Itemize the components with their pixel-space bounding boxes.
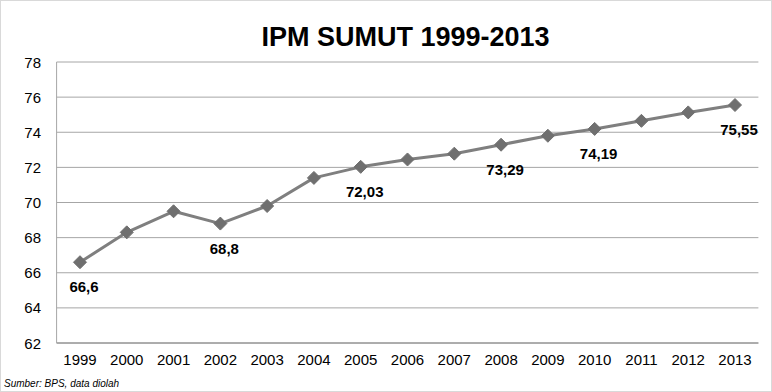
y-tick-label: 78 bbox=[24, 54, 41, 71]
grid-line bbox=[57, 132, 759, 133]
chart: IPM SUMUT 1999-2013 62 64 66 68 70 72 74 76 78 199… bbox=[0, 0, 772, 392]
marker bbox=[73, 256, 86, 269]
grid-line bbox=[57, 237, 759, 238]
marker bbox=[729, 99, 742, 112]
x-tick-label: 2007 bbox=[438, 351, 471, 368]
x-tick-label: 2008 bbox=[484, 351, 517, 368]
marker bbox=[635, 114, 648, 127]
grid-line bbox=[57, 343, 759, 344]
x-tick-label: 2010 bbox=[578, 351, 611, 368]
marker bbox=[354, 160, 367, 173]
y-tick-label: 74 bbox=[24, 124, 41, 141]
grid-line bbox=[57, 167, 759, 168]
data-label: 75,55 bbox=[720, 121, 758, 138]
marker bbox=[541, 129, 554, 142]
x-tick-label: 2012 bbox=[672, 351, 705, 368]
x-tick-label: 1999 bbox=[63, 351, 96, 368]
line bbox=[80, 105, 735, 262]
x-tick-label: 2013 bbox=[718, 351, 751, 368]
x-tick-label: 2005 bbox=[344, 351, 377, 368]
y-tick-label: 72 bbox=[24, 159, 41, 176]
grid-line bbox=[57, 202, 759, 203]
y-tick-label: 68 bbox=[24, 229, 41, 246]
plot-area bbox=[73, 99, 741, 269]
data-label: 68,8 bbox=[210, 240, 239, 257]
marker bbox=[307, 171, 320, 184]
y-tick-label: 64 bbox=[24, 299, 41, 316]
title: IPM SUMUT 1999-2013 bbox=[261, 22, 549, 52]
grid-line bbox=[57, 62, 759, 63]
chart-frame bbox=[1, 1, 772, 392]
x-tick-label: 2001 bbox=[157, 351, 190, 368]
y-tick-label: 70 bbox=[24, 194, 41, 211]
x-tick-label: 2000 bbox=[110, 351, 143, 368]
y-tick-label: 76 bbox=[24, 89, 41, 106]
marker bbox=[120, 226, 133, 239]
x-axis bbox=[57, 343, 759, 344]
data-label: 74,19 bbox=[580, 145, 618, 162]
grid-line bbox=[57, 307, 759, 308]
x-tick-label: 2002 bbox=[204, 351, 237, 368]
x-tick-label: 2011 bbox=[625, 351, 657, 368]
data-label: 66,6 bbox=[69, 278, 98, 295]
marker bbox=[495, 138, 508, 151]
data-label: 73,29 bbox=[486, 161, 524, 178]
source-note: Sumber: BPS, data diolah bbox=[4, 378, 120, 389]
x-tick-label: 2004 bbox=[297, 351, 330, 368]
y-axis bbox=[56, 62, 57, 343]
x-tick-label: 2006 bbox=[391, 351, 424, 368]
marker bbox=[588, 122, 601, 135]
y-tick-label: 66 bbox=[24, 264, 41, 281]
marker bbox=[167, 205, 180, 218]
grid-line bbox=[57, 272, 759, 273]
x-tick-label: 2009 bbox=[531, 351, 564, 368]
marker bbox=[214, 217, 227, 230]
marker bbox=[401, 153, 414, 166]
data-label: 72,03 bbox=[346, 183, 384, 200]
marker bbox=[261, 200, 274, 213]
marker bbox=[448, 147, 461, 160]
marker bbox=[682, 106, 695, 119]
grid-line bbox=[57, 97, 759, 98]
x-tick-label: 2003 bbox=[250, 351, 283, 368]
y-tick-label: 62 bbox=[24, 335, 41, 352]
